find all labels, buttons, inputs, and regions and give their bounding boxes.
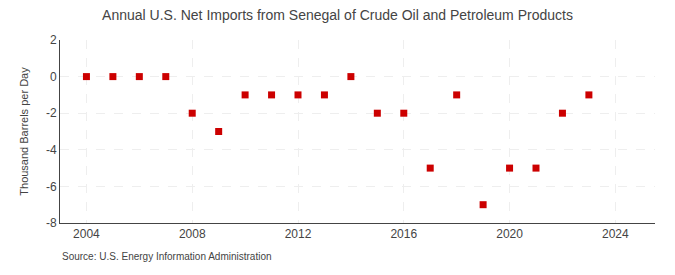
svg-text:Thousand Barrels per Day: Thousand Barrels per Day: [18, 67, 30, 196]
svg-text:2012: 2012: [285, 227, 312, 241]
svg-text:2004: 2004: [73, 227, 100, 241]
svg-text:-6: -6: [46, 180, 57, 194]
svg-text:2016: 2016: [390, 227, 417, 241]
svg-text:-4: -4: [46, 143, 57, 157]
svg-text:2024: 2024: [602, 227, 629, 241]
svg-text:2020: 2020: [496, 227, 523, 241]
svg-text:Annual U.S. Net Imports from S: Annual U.S. Net Imports from Senegal of …: [102, 7, 573, 23]
svg-text:-8: -8: [46, 216, 57, 230]
svg-text:Source: U.S. Energy Informatio: Source: U.S. Energy Information Administ…: [62, 251, 272, 262]
svg-text:2008: 2008: [179, 227, 206, 241]
svg-text:0: 0: [50, 70, 57, 84]
svg-text:2: 2: [50, 33, 57, 47]
svg-text:-2: -2: [46, 106, 57, 120]
